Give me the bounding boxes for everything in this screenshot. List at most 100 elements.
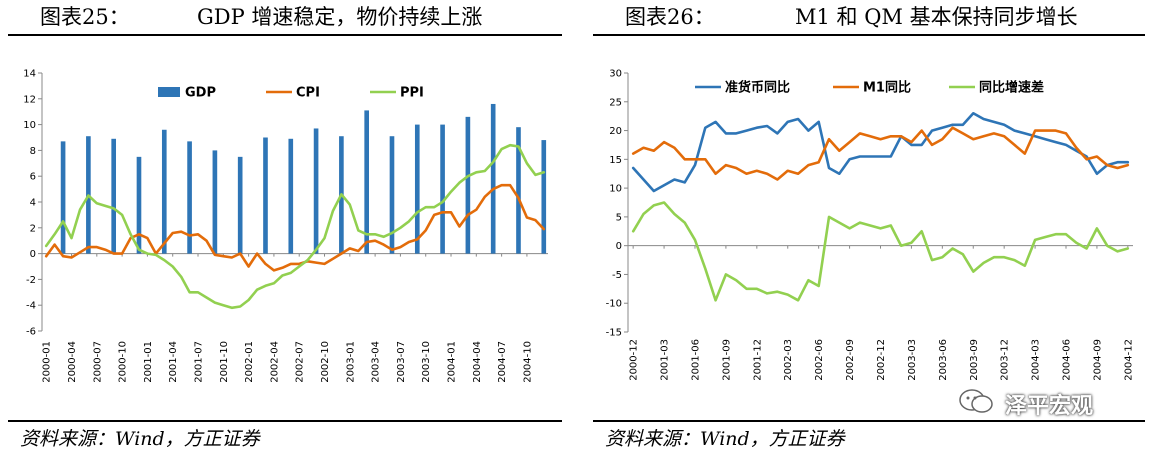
x-tick-label: 2000-01 xyxy=(42,341,53,383)
x-tick-label: 2002-09 xyxy=(845,339,856,381)
x-tick-label: 2004-09 xyxy=(1092,339,1103,381)
gdp-bar xyxy=(212,150,218,254)
x-tick-label: 2004-10 xyxy=(522,341,533,383)
series-line-1 xyxy=(44,183,546,272)
legend-swatch xyxy=(158,87,180,97)
y-tick-label: 2 xyxy=(30,223,36,234)
x-tick-label: 2001-12 xyxy=(752,339,763,381)
y-tick-label: 14 xyxy=(23,69,36,80)
figure-caption: M1 和 QM 基本保持同步增长 xyxy=(795,5,1078,29)
x-tick-label: 2003-03 xyxy=(907,339,918,381)
series-line-2 xyxy=(44,143,546,310)
x-tick-label: 2003-09 xyxy=(969,339,980,381)
left-figure: 图表25： GDP 增速稳定，物价持续上涨 14 12 10 8 6 4 2 0 -2 -4 -6 2… xyxy=(0,0,568,452)
x-tick-label: 2003-06 xyxy=(938,339,949,381)
x-tick-label: 2000-12 xyxy=(629,339,640,381)
x-tick-label: 2001-10 xyxy=(219,341,230,383)
gdp-bar xyxy=(516,127,521,254)
y-tick-label: 6 xyxy=(30,172,36,183)
gdp-bar xyxy=(237,156,243,254)
gdp-bar xyxy=(111,138,117,254)
right-figure: 图表26： M1 和 QM 基本保持同步增长 30 25 20 15 10 5 0 -5 -10… xyxy=(585,0,1151,452)
gdp-bar xyxy=(313,128,319,254)
x-tick-label: 2004-07 xyxy=(497,341,508,383)
x-tick-label: 2001-03 xyxy=(660,339,671,381)
x-tick-label: 2002-10 xyxy=(320,341,331,383)
gdp-bar xyxy=(60,141,66,254)
x-tick-label: 2003-01 xyxy=(345,341,356,383)
x-tick-label: 2001-09 xyxy=(721,339,732,381)
gdp-cpi-ppi-chart: 14 12 10 8 6 4 2 0 -2 -4 -6 2000-01 2000-04 2000-07 20… xyxy=(23,69,548,383)
x-tick-label: 2004-12 xyxy=(1123,339,1134,381)
y-tick-label: 10 xyxy=(23,120,36,131)
x-tick-label: 2003-12 xyxy=(1000,339,1011,381)
x-tick-label: 2002-01 xyxy=(244,341,255,383)
watermark: 泽平宏观 xyxy=(1005,394,1094,419)
legend-label: GDP xyxy=(185,86,216,101)
source-note: 资料来源：Wind，方正证券 xyxy=(20,428,260,450)
x-tick-label: 2001-01 xyxy=(143,341,154,383)
gdp-bar xyxy=(414,124,420,254)
y-tick-label: 0 xyxy=(30,249,36,260)
x-tick-label: 2004-04 xyxy=(472,341,483,383)
y-tick-label: 20 xyxy=(609,126,622,137)
x-tick-label: 2001-06 xyxy=(690,339,701,381)
x-tick-label: 2003-10 xyxy=(421,341,432,383)
title-rule xyxy=(8,34,562,36)
x-tick-label: 2000-04 xyxy=(67,341,78,383)
x-tick-label: 2002-06 xyxy=(814,339,825,381)
title-rule xyxy=(593,34,1145,36)
gdp-bar xyxy=(263,137,268,254)
gdp-bar xyxy=(541,140,547,254)
y-tick-label: -5 xyxy=(612,270,622,281)
figure-number: 图表26： xyxy=(625,5,715,29)
x-tick-label: 2003-04 xyxy=(371,341,382,383)
legend-label: CPI xyxy=(296,86,320,101)
x-tick-label: 2002-07 xyxy=(295,341,306,383)
gdp-bar xyxy=(288,138,294,254)
legend-label: PPI xyxy=(400,86,424,101)
y-tick-label: 4 xyxy=(30,198,36,209)
gdp-bar xyxy=(440,124,445,254)
y-tick-label: 8 xyxy=(30,146,36,157)
source-note: 资料来源：Wind，方正证券 xyxy=(605,428,845,450)
y-tick-label: 25 xyxy=(609,97,622,108)
x-tick-label: 2000-07 xyxy=(92,341,103,383)
x-tick-label: 2002-12 xyxy=(876,339,887,381)
x-tick-label: 2004-01 xyxy=(447,341,458,383)
y-tick-label: -6 xyxy=(26,327,36,338)
y-tick-label: -4 xyxy=(26,301,36,312)
x-tick-label: 2001-04 xyxy=(168,341,179,383)
y-tick-label: 15 xyxy=(609,155,622,166)
figure-title: 图表26： M1 和 QM 基本保持同步增长 xyxy=(585,2,1151,32)
figure-number: 图表25： xyxy=(40,5,130,29)
gdp-bar xyxy=(389,136,395,254)
y-tick-label: 10 xyxy=(609,184,622,195)
x-tick-label: 2004-03 xyxy=(1031,339,1042,381)
y-tick-label: 12 xyxy=(23,94,36,105)
source-rule xyxy=(8,420,562,422)
x-tick-label: 2000-10 xyxy=(118,341,129,383)
gdp-bar xyxy=(187,141,192,254)
series-line-0 xyxy=(631,112,1130,193)
legend-label: 准货币同比 xyxy=(725,80,790,96)
legend-label: M1同比 xyxy=(863,80,911,96)
y-tick-label: 5 xyxy=(616,212,622,223)
figure-title: 图表25： GDP 增速稳定，物价持续上涨 xyxy=(0,2,568,32)
y-tick-label: 30 xyxy=(609,69,622,80)
gdp-bar xyxy=(161,129,167,254)
gdp-bar xyxy=(490,103,496,254)
figure-caption: GDP 增速稳定，物价持续上涨 xyxy=(197,5,483,29)
series-line-1 xyxy=(631,126,1130,181)
source-rule xyxy=(593,420,1145,422)
y-tick-label: -15 xyxy=(606,328,622,339)
x-tick-label: 2004-06 xyxy=(1062,339,1073,381)
x-tick-label: 2002-04 xyxy=(269,341,280,383)
legend-label: 同比增速差 xyxy=(979,80,1044,96)
x-tick-label: 2002-03 xyxy=(783,339,794,381)
x-tick-label: 2003-07 xyxy=(396,341,407,383)
gdp-bar xyxy=(364,110,370,254)
series-line-2 xyxy=(631,201,1130,302)
y-tick-label: 0 xyxy=(616,241,622,252)
wechat-icon xyxy=(959,389,993,413)
